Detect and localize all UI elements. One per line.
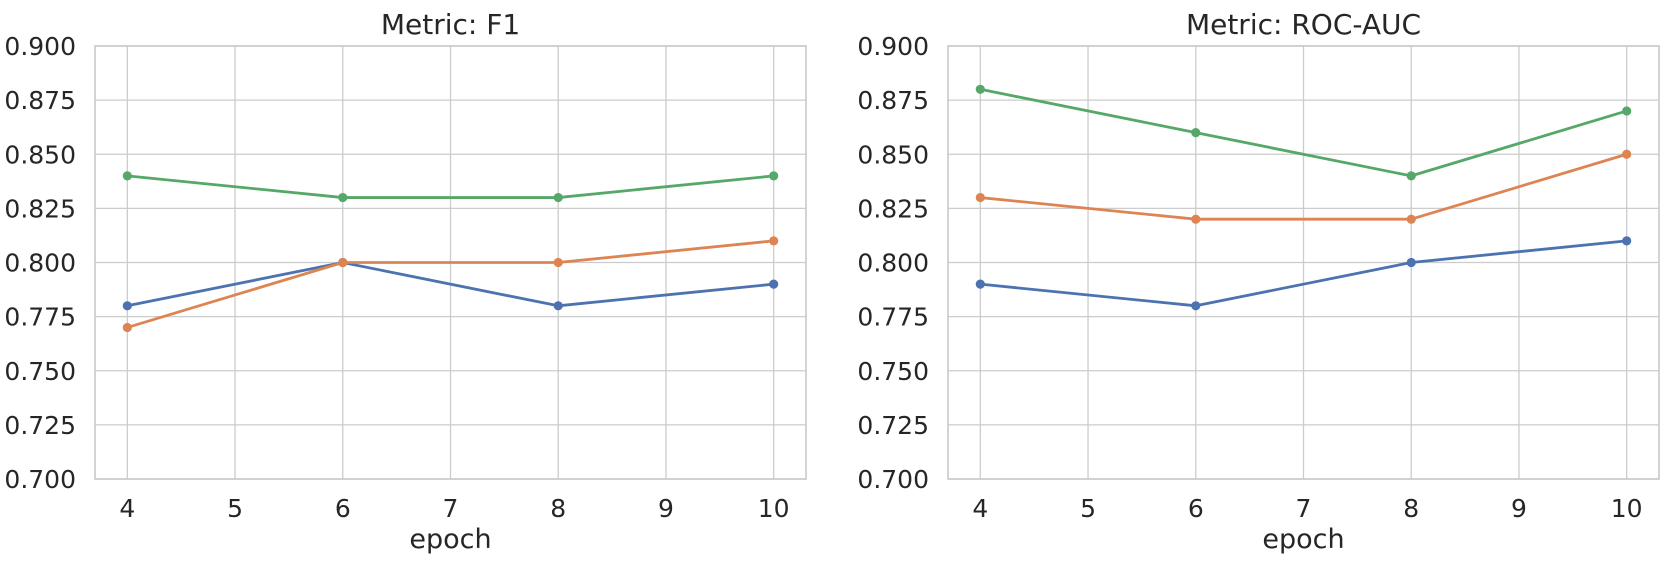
- x-tick-label: 10: [758, 494, 790, 523]
- y-tick-label: 0.700: [857, 465, 929, 494]
- series-orange-marker: [769, 236, 779, 246]
- series-blue-marker: [1406, 257, 1416, 268]
- series-orange-marker: [338, 257, 348, 268]
- roc-auc-line-chart: 0.700 0.725 0.750 0.775 0.800 0.825 0.850 0.875…: [857, 8, 1660, 555]
- y-tick-label: 0.750: [857, 357, 929, 386]
- x-tick-label: 7: [443, 494, 459, 523]
- series-orange-marker: [975, 192, 985, 203]
- y-tick-label: 0.850: [857, 140, 929, 169]
- series-orange-marker: [1191, 214, 1201, 224]
- y-tick-label: 0.850: [4, 140, 76, 169]
- y-tick-label: 0.775: [857, 303, 929, 332]
- y-tick-label: 0.725: [4, 411, 76, 440]
- y-tick-label: 0.700: [4, 465, 76, 494]
- y-tick-label: 0.725: [857, 411, 929, 440]
- f1-line-chart: 0.700 0.725 0.750 0.775 0.800 0.825 0.850 0.875…: [4, 8, 807, 555]
- series-blue-line: [125, 261, 776, 308]
- series-orange-marker: [1622, 149, 1632, 159]
- series-orange-line: [978, 152, 1629, 221]
- y-tick-label: 0.900: [4, 32, 76, 61]
- y-tick-label: 0.775: [4, 303, 76, 332]
- x-tick-label: 5: [1080, 494, 1096, 523]
- x-tick-label: 9: [1511, 494, 1527, 523]
- series-blue-line: [978, 239, 1629, 308]
- x-axis-label: epoch: [1262, 524, 1344, 555]
- x-tick-label: 9: [658, 494, 674, 523]
- series-green-marker: [338, 192, 348, 203]
- series-orange-marker: [553, 257, 563, 268]
- series-green-marker: [1622, 106, 1632, 116]
- series-green-marker: [975, 84, 985, 94]
- x-tick-label: 8: [1403, 494, 1419, 523]
- y-tick-label: 0.750: [4, 357, 76, 386]
- series-green-marker: [553, 192, 563, 203]
- series-green-marker: [122, 171, 132, 181]
- series-orange-marker: [122, 322, 132, 333]
- y-tick-label: 0.800: [857, 249, 929, 278]
- series-green-line: [978, 87, 1629, 178]
- series-green-line: [125, 174, 776, 199]
- series-blue-marker: [122, 301, 132, 311]
- series-green-marker: [1191, 128, 1201, 138]
- x-tick-label: 8: [550, 494, 566, 523]
- series-blue-marker: [975, 279, 985, 289]
- series-blue-marker: [1191, 301, 1201, 311]
- chart-title: Metric: ROC-AUC: [1186, 8, 1421, 41]
- x-tick-label: 4: [972, 494, 988, 523]
- y-tick-label: 0.900: [857, 32, 929, 61]
- series-orange-line: [125, 239, 776, 329]
- x-tick-label: 6: [1188, 494, 1204, 523]
- series-orange-marker: [1406, 214, 1416, 224]
- x-tick-label: 6: [335, 494, 351, 523]
- series-green-marker: [1406, 171, 1416, 181]
- x-tick-label: 7: [1296, 494, 1312, 523]
- x-tick-label: 10: [1611, 494, 1643, 523]
- y-tick-label: 0.825: [857, 194, 929, 223]
- series-green-marker: [769, 171, 779, 181]
- x-axis-label: epoch: [409, 524, 491, 555]
- series-blue-marker: [553, 301, 563, 311]
- series-blue-marker: [1622, 236, 1632, 246]
- series-blue-marker: [769, 279, 779, 289]
- plot-border: [94, 45, 807, 480]
- x-tick-label: 4: [119, 494, 135, 523]
- x-tick-label: 5: [227, 494, 243, 523]
- y-tick-label: 0.875: [857, 86, 929, 115]
- y-tick-label: 0.800: [4, 249, 76, 278]
- chart-title: Metric: F1: [381, 8, 520, 41]
- y-tick-label: 0.875: [4, 86, 76, 115]
- y-tick-label: 0.825: [4, 194, 76, 223]
- plot-border: [947, 45, 1660, 480]
